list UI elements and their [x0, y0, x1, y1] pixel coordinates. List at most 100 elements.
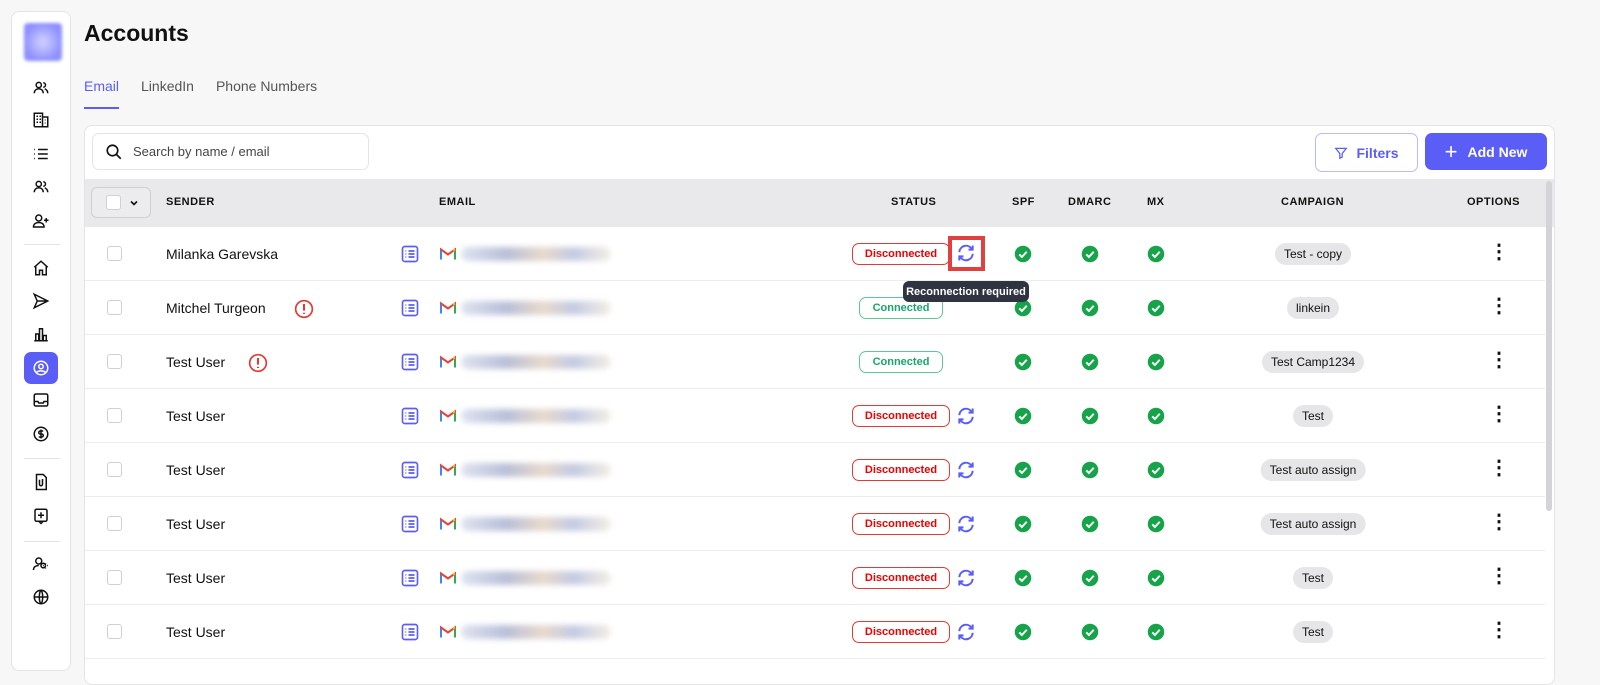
- gmail-icon: [440, 571, 456, 584]
- search-icon: [106, 143, 122, 159]
- sidebar-item-attachment-doc[interactable]: [24, 466, 58, 498]
- sidebar-item-billing[interactable]: [24, 418, 58, 450]
- refresh-icon[interactable]: [956, 568, 976, 588]
- warning-icon[interactable]: [294, 299, 314, 319]
- check-circle-icon: [1147, 569, 1165, 587]
- details-list-icon[interactable]: [401, 569, 419, 587]
- globe-icon: [33, 589, 49, 605]
- row-checkbox[interactable]: [107, 300, 122, 315]
- campaign-tag[interactable]: linkein: [1286, 297, 1340, 319]
- sidebar-item-send[interactable]: [24, 285, 58, 317]
- select-all-checkbox[interactable]: [106, 195, 121, 210]
- sidebar-item-companies[interactable]: [24, 104, 58, 136]
- details-list-icon[interactable]: [401, 407, 419, 425]
- sender-name: Test User: [166, 408, 226, 424]
- options-menu-button[interactable]: ⋮: [1489, 565, 1509, 587]
- row-checkbox[interactable]: [107, 246, 122, 261]
- highlighted-reconnect-button[interactable]: [948, 236, 985, 271]
- details-list-icon[interactable]: [401, 515, 419, 533]
- row-checkbox[interactable]: [107, 462, 122, 477]
- sidebar-item-home[interactable]: [24, 252, 58, 284]
- campaign-tag[interactable]: Test: [1292, 567, 1334, 589]
- check-circle-icon: [1081, 353, 1099, 371]
- add-note-icon: [34, 508, 48, 525]
- status-badge: Disconnected: [852, 459, 950, 481]
- attachment-doc-icon: [35, 473, 47, 491]
- warning-icon[interactable]: [248, 353, 268, 373]
- sidebar-item-inbox[interactable]: [24, 384, 58, 416]
- details-list-icon[interactable]: [401, 245, 419, 263]
- options-menu-button[interactable]: ⋮: [1489, 511, 1509, 533]
- page-title: Accounts: [84, 20, 189, 46]
- select-all-dropdown[interactable]: [91, 187, 151, 218]
- refresh-icon[interactable]: [956, 460, 976, 480]
- filters-button[interactable]: Filters: [1315, 133, 1418, 172]
- refresh-icon[interactable]: [956, 622, 976, 642]
- sidebar-item-add-note[interactable]: [24, 500, 58, 532]
- options-menu-button[interactable]: ⋮: [1489, 295, 1509, 317]
- gmail-icon: [440, 355, 456, 368]
- options-menu-button[interactable]: ⋮: [1489, 403, 1509, 425]
- tab-phone-numbers[interactable]: Phone Numbers: [215, 78, 318, 94]
- billing-icon: [33, 426, 49, 442]
- campaign-tag[interactable]: Test - copy: [1274, 243, 1352, 265]
- campaign-tag[interactable]: Test: [1292, 405, 1334, 427]
- sidebar-item-list[interactable]: [24, 138, 58, 170]
- campaign-tag[interactable]: Test auto assign: [1260, 513, 1366, 535]
- table-row: Test User Disconnected Test ⋮: [85, 605, 1545, 659]
- campaign-tag[interactable]: Test: [1292, 621, 1334, 643]
- send-icon: [32, 292, 50, 310]
- email-redacted: [461, 463, 611, 477]
- scrollbar[interactable]: [1546, 181, 1552, 511]
- options-menu-button[interactable]: ⋮: [1489, 349, 1509, 371]
- details-list-icon[interactable]: [401, 299, 419, 317]
- status-badge: Connected: [859, 351, 943, 373]
- sidebar-item-contacts[interactable]: [24, 72, 58, 104]
- sidebar-item-team[interactable]: [24, 171, 58, 203]
- check-circle-icon: [1014, 569, 1032, 587]
- row-checkbox[interactable]: [107, 354, 122, 369]
- plus-icon: +: [1444, 138, 1458, 164]
- refresh-icon[interactable]: [956, 514, 976, 534]
- row-checkbox[interactable]: [107, 516, 122, 531]
- add-new-button[interactable]: + Add New: [1425, 133, 1547, 170]
- search-box[interactable]: [92, 133, 369, 170]
- row-checkbox[interactable]: [107, 624, 122, 639]
- check-circle-icon: [1081, 569, 1099, 587]
- row-checkbox[interactable]: [107, 408, 122, 423]
- check-circle-icon: [1081, 245, 1099, 263]
- check-circle-icon: [1014, 353, 1032, 371]
- search-input[interactable]: [133, 144, 353, 159]
- check-circle-icon: [1147, 515, 1165, 533]
- sidebar-item-user-settings[interactable]: [24, 548, 58, 580]
- table-row: Test User Disconnected Test auto assign …: [85, 497, 1545, 551]
- sidebar-item-accounts[interactable]: [24, 352, 58, 384]
- table-row: Test User Disconnected Test ⋮: [85, 389, 1545, 443]
- details-list-icon[interactable]: [401, 353, 419, 371]
- sidebar-divider: [24, 541, 60, 542]
- check-circle-icon: [1014, 299, 1032, 317]
- details-list-icon[interactable]: [401, 623, 419, 641]
- status-badge: Disconnected: [852, 513, 950, 535]
- tab-linkedin[interactable]: LinkedIn: [141, 78, 194, 94]
- sender-name: Test User: [166, 516, 226, 532]
- check-circle-icon: [1014, 461, 1032, 479]
- tabs: Email LinkedIn Phone Numbers: [84, 78, 317, 109]
- sidebar-divider: [24, 458, 60, 459]
- check-circle-icon: [1081, 299, 1099, 317]
- sidebar-item-analytics[interactable]: [24, 318, 58, 350]
- refresh-icon[interactable]: [956, 406, 976, 426]
- check-circle-icon: [1014, 407, 1032, 425]
- details-list-icon[interactable]: [401, 461, 419, 479]
- gmail-icon: [440, 409, 456, 422]
- options-menu-button[interactable]: ⋮: [1489, 619, 1509, 641]
- options-menu-button[interactable]: ⋮: [1489, 457, 1509, 479]
- campaign-tag[interactable]: Test auto assign: [1260, 459, 1366, 481]
- row-checkbox[interactable]: [107, 570, 122, 585]
- email-redacted: [461, 355, 611, 369]
- options-menu-button[interactable]: ⋮: [1489, 241, 1509, 263]
- tab-email[interactable]: Email: [84, 78, 120, 109]
- sidebar-item-globe[interactable]: [24, 581, 58, 613]
- sidebar-item-add-user[interactable]: [24, 205, 58, 237]
- campaign-tag[interactable]: Test Camp1234: [1261, 351, 1365, 373]
